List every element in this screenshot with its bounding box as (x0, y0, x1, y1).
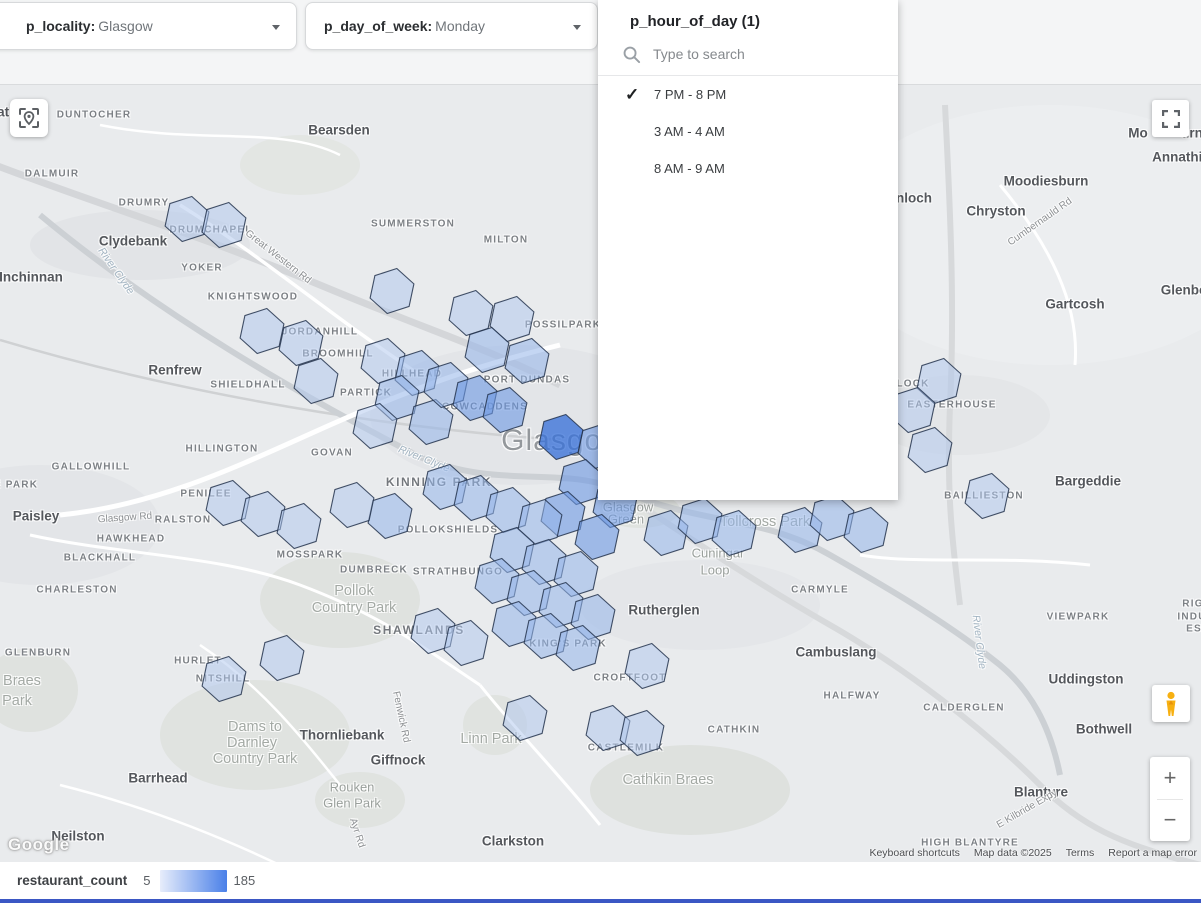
pegman-icon (1166, 691, 1176, 716)
attribution-link[interactable]: Map data ©2025 (973, 847, 1052, 859)
fullscreen-icon (1161, 109, 1180, 128)
hexbin-cell[interactable] (491, 600, 537, 648)
hexbin-cell[interactable] (538, 413, 584, 461)
hexbin-cell[interactable] (259, 634, 305, 682)
hexbin-cell[interactable] (555, 624, 601, 672)
dropdown-title: p_hour_of_day (1) (630, 13, 761, 30)
hexbin-cell[interactable] (369, 267, 415, 315)
recenter-button[interactable] (10, 99, 48, 137)
attribution-link[interactable]: Report a map error (1108, 847, 1197, 859)
hexbin-cell[interactable] (201, 655, 247, 703)
legend-max-value: 185 (233, 873, 256, 888)
hexbin-cell[interactable] (278, 319, 324, 367)
hexbin-cell[interactable] (502, 694, 548, 742)
hexbin-cell[interactable] (201, 201, 247, 249)
hexbin-cell[interactable] (329, 481, 375, 529)
hexbin-cell[interactable] (624, 642, 670, 690)
map-attribution: Keyboard shortcuts Map data ©2025 Terms Rep… (869, 847, 1197, 859)
dropdown-option-list: ✓ 7 PM - 8 PM 3 AM - 4 AM 8 AM - 9 AM (598, 76, 898, 187)
hexbin-cell[interactable] (448, 289, 494, 337)
hexbin-cell[interactable] (164, 195, 210, 243)
google-watermark: Google (8, 835, 70, 854)
hexbin-cell[interactable] (964, 472, 1010, 520)
zoom-control: + − (1150, 757, 1190, 841)
legend-gradient-bar (159, 869, 227, 892)
hexbin-cell[interactable] (907, 426, 953, 474)
fullscreen-button[interactable] (1152, 100, 1189, 137)
hexbin-cell[interactable] (843, 506, 889, 554)
dropdown-option-label: 7 PM - 8 PM (654, 87, 727, 102)
hexbin-cell[interactable] (474, 557, 520, 605)
hexbin-cell[interactable] (240, 490, 286, 538)
filter-locality-value: Glasgow (98, 18, 153, 34)
check-icon: ✓ (625, 84, 640, 104)
hexbin-cell[interactable] (360, 337, 406, 385)
dropdown-option-label: 8 AM - 9 AM (654, 161, 725, 176)
pegman-button[interactable] (1152, 685, 1190, 722)
hexbin-cell[interactable] (367, 492, 413, 540)
hexbin-cell[interactable] (482, 386, 528, 434)
hexbin-cell[interactable] (408, 398, 454, 446)
legend-min-value: 5 (143, 873, 151, 888)
filter-locality-separator: : (90, 18, 96, 34)
hour-of-day-dropdown-panel: p_hour_of_day (1) ✓ 7 PM - 8 PM 3 AM - 4 A… (598, 0, 898, 500)
dropdown-option[interactable]: ✓ 7 PM - 8 PM (598, 76, 898, 113)
legend-field-name: restaurant_count (17, 873, 128, 888)
hexbin-cell[interactable] (711, 509, 757, 557)
dropdown-option[interactable]: 3 AM - 4 AM (598, 113, 898, 150)
attribution-link[interactable]: Terms (1065, 847, 1095, 859)
attribution-link[interactable]: Keyboard shortcuts (869, 847, 960, 859)
hexbin-cell[interactable] (677, 497, 723, 545)
locate-icon (19, 108, 39, 128)
dropdown-search-row (598, 30, 898, 68)
hexbin-cell[interactable] (453, 474, 499, 522)
search-icon (623, 46, 641, 63)
zoom-out-button[interactable]: − (1163, 807, 1177, 833)
hexbin-cell[interactable] (443, 619, 489, 667)
filter-day-of-week[interactable]: p_day_of_week: Monday (305, 2, 598, 50)
hexbin-cell[interactable] (464, 326, 510, 374)
search-input[interactable] (653, 46, 853, 62)
panel-divider (598, 75, 898, 76)
filter-locality[interactable]: p_locality: Glasgow (0, 2, 297, 50)
hexbin-cell[interactable] (574, 513, 620, 561)
filter-day-name: p_day_of_week (324, 18, 428, 34)
chevron-down-icon[interactable] (573, 25, 581, 30)
hexbin-cell[interactable] (239, 307, 285, 355)
hexbin-cell[interactable] (523, 612, 569, 660)
hexbin-layer (164, 195, 1010, 757)
dropdown-option-label: 3 AM - 4 AM (654, 124, 725, 139)
zoom-in-button[interactable]: + (1163, 764, 1177, 790)
filter-locality-name: p_locality (26, 18, 91, 34)
filter-day-separator: : (427, 18, 433, 34)
chevron-down-icon[interactable] (272, 25, 280, 30)
hexbin-cell[interactable] (276, 502, 322, 550)
hexbin-cell[interactable] (809, 494, 855, 542)
hexbin-cell[interactable] (619, 709, 665, 757)
hexbin-cell[interactable] (504, 337, 550, 385)
hexbin-cell[interactable] (410, 607, 456, 655)
hexbin-cell[interactable] (352, 402, 398, 450)
hexbin-cell[interactable] (293, 357, 339, 405)
bottom-accent-strip (0, 899, 1201, 903)
zoom-divider (1157, 798, 1183, 800)
hexbin-cell[interactable] (205, 479, 251, 527)
legend-bar: restaurant_count 5 185 (0, 862, 1201, 899)
filter-day-value: Monday (435, 18, 485, 34)
dropdown-option[interactable]: 8 AM - 9 AM (598, 150, 898, 187)
